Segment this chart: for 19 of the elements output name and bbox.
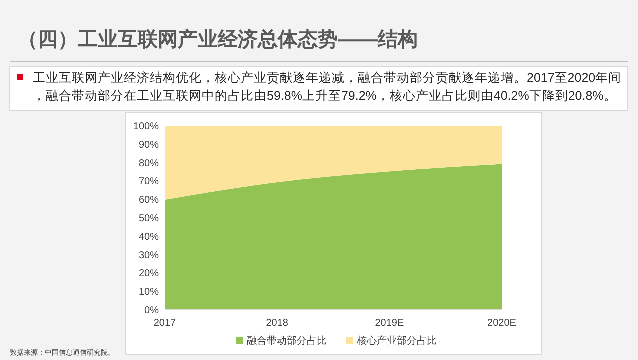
y-tick-label: 10% xyxy=(138,287,160,298)
y-tick-label: 60% xyxy=(138,195,160,206)
y-tick-label: 0% xyxy=(144,306,160,316)
legend-label: 融合带动部分占比 xyxy=(247,335,327,347)
y-tick-label: 70% xyxy=(138,176,160,188)
chart-subtitle: 工业互联网产业经济结构优化，核心产业贡献逐年递减，融合带动部分贡献逐年递增。2017至2020年间，融合带动部分在工业互联网中的占比由59.8%上升至79.2%，核心产业占比则由40.2%下降到20.8%。 xyxy=(33,70,622,103)
x-tick-label: 2019E xyxy=(375,318,404,329)
legend-label: 核心产业部分占比 xyxy=(356,335,437,347)
y-tick-label: 30% xyxy=(138,250,160,262)
y-tick-label: 20% xyxy=(138,268,160,280)
x-tick-label: 2017 xyxy=(154,318,177,329)
chart-title: （四）工业互联网产业经济总体态势——结构 xyxy=(18,28,418,51)
y-tick-label: 100% xyxy=(133,122,160,132)
y-tick-label: 80% xyxy=(138,158,160,170)
y-tick-label: 40% xyxy=(138,232,160,243)
y-tick-label: 50% xyxy=(138,214,160,224)
x-tick-label: 2018 xyxy=(266,318,289,329)
x-tick-label: 2020E xyxy=(488,318,517,329)
y-tick-label: 90% xyxy=(138,140,160,151)
